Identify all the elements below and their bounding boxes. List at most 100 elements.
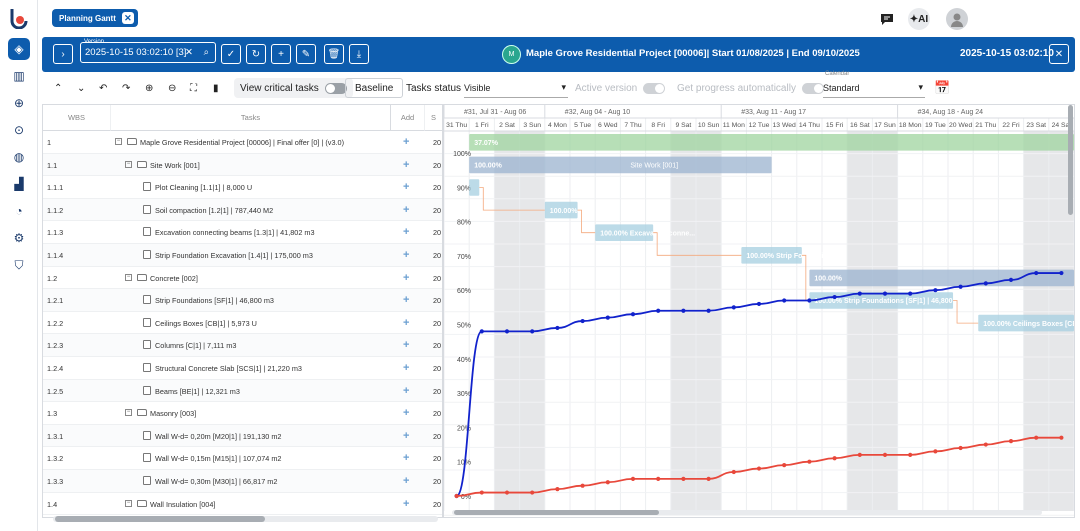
task-name[interactable]: Concrete [002]: [150, 273, 198, 283]
clear-icon[interactable]: ✕: [185, 47, 193, 58]
task-name[interactable]: Site Work [001]: [150, 160, 200, 170]
fit-screen-icon[interactable]: ⛶: [190, 82, 197, 94]
building-icon[interactable]: ▥: [13, 69, 25, 83]
task-row[interactable]: 1.4 − Wall Insulation [004] +20: [43, 493, 442, 516]
add-subtask-icon[interactable]: +: [403, 362, 410, 374]
task-row[interactable]: 1.2.2 Ceilings Boxes [CB|1] | 5,973 U +20: [43, 312, 442, 335]
collapse-icon[interactable]: −: [125, 499, 132, 507]
confirm-button[interactable]: ✓: [221, 44, 241, 64]
expand-panel-button[interactable]: ›: [53, 44, 73, 64]
add-subtask-icon[interactable]: +: [403, 158, 410, 171]
task-row[interactable]: 1.2.4 Structural Concrete Slab [SCS|1] | …: [43, 357, 442, 380]
task-row[interactable]: 1.3 − Masonry [003] +20: [43, 402, 442, 425]
user-avatar-icon[interactable]: [946, 8, 968, 30]
active-version-toggle[interactable]: Active version: [575, 78, 666, 98]
add-subtask-icon[interactable]: +: [403, 271, 410, 284]
task-name[interactable]: Strip Foundation Excavation [1.4|1] | 17…: [155, 251, 313, 260]
progress-toggle[interactable]: Get progress automatically: [677, 78, 824, 98]
close-button[interactable]: ✕: [1049, 44, 1069, 64]
task-name[interactable]: Wall W-d= 0,30m [M30|1] | 66,817 m2: [155, 477, 278, 486]
download-button[interactable]: ⤓: [349, 44, 369, 64]
task-row[interactable]: 1.2.3 Columns [C|1] | 7,111 m3 +20: [43, 334, 442, 357]
calendar-select[interactable]: Standard ▾: [823, 78, 925, 98]
task-name[interactable]: Columns [C|1] | 7,111 m3: [155, 341, 237, 351]
task-name[interactable]: Maple Grove Residential Project [00006] …: [140, 138, 345, 147]
add-subtask-icon[interactable]: +: [403, 452, 410, 465]
chat-icon[interactable]: [876, 8, 898, 30]
task-name[interactable]: Soil compaction [1.2|1] | 787,440 M2: [155, 205, 274, 215]
globe-icon[interactable]: ◍: [13, 150, 25, 164]
add-subtask-icon[interactable]: +: [403, 475, 410, 487]
refresh-button[interactable]: ↻: [246, 44, 266, 64]
delete-button[interactable]: 🗑: [324, 44, 344, 64]
task-row[interactable]: 1.3.3 Wall W-d= 0,30m [M30|1] | 66,817 m2…: [43, 470, 442, 493]
task-name[interactable]: Strip Foundations [SF|1] | 46,800 m3: [155, 296, 274, 306]
task-name[interactable]: Plot Cleaning [1.1|1] | 8,000 U: [155, 183, 253, 193]
calendar-icon[interactable]: 📅: [934, 80, 951, 95]
add-subtask-icon[interactable]: +: [403, 203, 410, 216]
undo-icon[interactable]: ↶: [99, 82, 108, 94]
task-name[interactable]: Beams [BE|1] | 12,321 m3: [155, 386, 240, 396]
layers-icon[interactable]: ◈: [8, 38, 30, 60]
baseline-button[interactable]: Baseline: [345, 78, 404, 98]
task-row[interactable]: 1.3.2 Wall W-d= 0,15m [M15|1] | 107,074 m…: [43, 447, 442, 470]
task-row[interactable]: 1 − Maple Grove Residential Project [00006…: [43, 131, 442, 154]
add-subtask-icon[interactable]: +: [403, 407, 410, 420]
critical-tasks-toggle[interactable]: View critical tasks: [234, 78, 353, 98]
task-row[interactable]: 1.1.4 Strip Foundation Excavation [1.4|1]…: [43, 244, 442, 267]
task-name[interactable]: Wall W-d= 0,20m [M20|1] | 191,130 m2: [155, 431, 282, 441]
task-name[interactable]: Ceilings Boxes [CB|1] | 5,973 U: [155, 318, 257, 328]
task-name[interactable]: Masonry [003]: [150, 409, 197, 419]
add-subtask-icon[interactable]: +: [403, 497, 410, 510]
add-subtask-icon[interactable]: +: [403, 181, 410, 194]
add-subtask-icon[interactable]: +: [403, 316, 410, 329]
edit-button[interactable]: ✎: [296, 44, 316, 64]
toggle-switch[interactable]: [801, 82, 824, 94]
add-subtask-icon[interactable]: +: [403, 429, 410, 442]
zoom-out-icon[interactable]: ⊖: [168, 82, 177, 94]
add-subtask-icon[interactable]: +: [403, 249, 410, 261]
toggle-switch[interactable]: [324, 82, 347, 94]
task-row[interactable]: 1.2.1 Strip Foundations [SF|1] | 46,800 m…: [43, 289, 442, 312]
zoom-in-icon[interactable]: ⊕: [145, 82, 154, 94]
analytics-icon[interactable]: ▟: [14, 177, 24, 191]
pie-chart-icon[interactable]: ◔: [15, 204, 23, 218]
upload-circle-icon[interactable]: ⊙: [13, 123, 25, 137]
ai-icon[interactable]: ✦AI: [908, 8, 930, 30]
add-button[interactable]: +: [271, 44, 291, 64]
task-name[interactable]: Excavation connecting beams [1.3|1] | 41…: [155, 228, 315, 238]
task-row[interactable]: 1.1.1 Plot Cleaning [1.1|1] | 8,000 U +20: [43, 176, 442, 199]
tasks-status-select[interactable]: Visible ▾: [464, 78, 568, 98]
task-name[interactable]: Wall W-d= 0,15m [M15|1] | 107,074 m2: [155, 454, 282, 464]
tab-planning-gantt[interactable]: Planning Gantt ✕: [52, 9, 138, 27]
shield-icon[interactable]: ⛉: [14, 257, 24, 272]
bar-chart-icon[interactable]: ▮: [213, 82, 219, 94]
version-select[interactable]: 2025-10-15 03:02:10 [3] ✕ ⌕: [80, 42, 216, 63]
add-subtask-icon[interactable]: +: [403, 136, 410, 148]
chevron-down-icon[interactable]: ⌄: [77, 82, 86, 94]
chevron-up-icon[interactable]: ⌃: [54, 82, 63, 94]
toggle-switch[interactable]: [643, 82, 666, 94]
download-circle-icon[interactable]: ⊕: [13, 96, 25, 110]
close-tab-icon[interactable]: ✕: [121, 12, 134, 24]
task-row[interactable]: 1.3.1 Wall W-d= 0,20m [M20|1] | 191,130 m…: [43, 424, 442, 448]
grid-scrollbar[interactable]: [53, 516, 438, 522]
redo-icon[interactable]: ↷: [122, 82, 131, 94]
gear-icon[interactable]: ⚙: [13, 231, 25, 245]
search-icon[interactable]: ⌕: [203, 47, 209, 58]
add-subtask-icon[interactable]: +: [403, 294, 410, 307]
add-subtask-icon[interactable]: +: [403, 384, 410, 397]
task-row[interactable]: 1.1.3 Excavation connecting beams [1.3|1]…: [43, 221, 442, 244]
task-row[interactable]: 1.1.2 Soil compaction [1.2|1] | 787,440 M…: [43, 198, 442, 222]
collapse-icon[interactable]: −: [125, 409, 132, 417]
collapse-icon[interactable]: −: [125, 160, 132, 168]
collapse-icon[interactable]: −: [125, 273, 132, 281]
task-row[interactable]: 1.2 − Concrete [002] +20: [43, 267, 442, 290]
task-row[interactable]: 1.1 − Site Work [001] +20: [43, 153, 442, 177]
task-name[interactable]: Wall Insulation [004]: [150, 499, 216, 509]
add-subtask-icon[interactable]: +: [403, 339, 410, 352]
task-name[interactable]: Structural Concrete Slab [SCS|1] | 21,22…: [155, 364, 302, 373]
task-row[interactable]: 1.2.5 Beams [BE|1] | 12,321 m3 +20: [43, 379, 442, 403]
add-subtask-icon[interactable]: +: [403, 226, 410, 239]
scroll-thumb[interactable]: [55, 516, 265, 522]
